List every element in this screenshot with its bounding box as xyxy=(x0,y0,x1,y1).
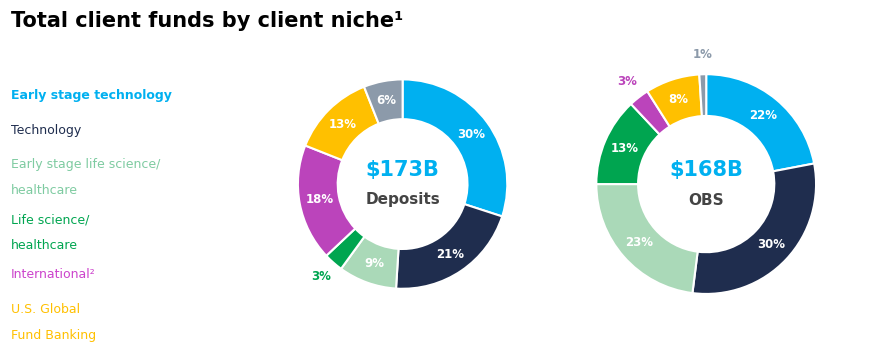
Wedge shape xyxy=(341,236,399,289)
Text: $168B: $168B xyxy=(670,160,743,180)
Text: 3%: 3% xyxy=(311,270,331,283)
Text: 3%: 3% xyxy=(617,75,637,88)
Wedge shape xyxy=(706,74,814,171)
Wedge shape xyxy=(403,79,507,216)
Text: healthcare: healthcare xyxy=(11,184,77,197)
Wedge shape xyxy=(700,74,707,116)
Text: 30%: 30% xyxy=(458,128,485,141)
Text: Early stage technology: Early stage technology xyxy=(11,89,172,102)
Text: Total client funds by client niche¹: Total client funds by client niche¹ xyxy=(11,11,403,30)
Text: Technology: Technology xyxy=(11,124,81,137)
Text: 22%: 22% xyxy=(749,109,777,122)
Text: OBS: OBS xyxy=(688,193,724,208)
Text: 13%: 13% xyxy=(328,118,356,131)
Wedge shape xyxy=(305,87,378,160)
Text: Life science/: Life science/ xyxy=(11,213,89,227)
Text: International²: International² xyxy=(11,268,95,281)
Text: 6%: 6% xyxy=(377,94,397,107)
Wedge shape xyxy=(648,74,702,127)
Wedge shape xyxy=(298,145,356,256)
Wedge shape xyxy=(326,229,364,269)
Text: 1%: 1% xyxy=(693,48,712,61)
Wedge shape xyxy=(364,79,403,124)
Text: 30%: 30% xyxy=(757,239,785,251)
Wedge shape xyxy=(597,184,698,293)
Text: 21%: 21% xyxy=(436,248,465,261)
Text: Deposits: Deposits xyxy=(365,192,440,207)
Wedge shape xyxy=(396,204,502,289)
Text: 13%: 13% xyxy=(611,142,639,155)
Text: 8%: 8% xyxy=(669,93,689,106)
Text: Fund Banking: Fund Banking xyxy=(11,329,96,342)
Text: U.S. Global: U.S. Global xyxy=(11,303,80,316)
Wedge shape xyxy=(631,91,670,135)
Text: 23%: 23% xyxy=(626,236,654,250)
Text: healthcare: healthcare xyxy=(11,239,77,252)
Text: $173B: $173B xyxy=(366,160,439,181)
Text: Early stage life science/: Early stage life science/ xyxy=(11,159,160,171)
Wedge shape xyxy=(597,104,660,184)
Wedge shape xyxy=(693,164,816,294)
Text: 9%: 9% xyxy=(363,257,384,270)
Text: 18%: 18% xyxy=(305,194,334,206)
